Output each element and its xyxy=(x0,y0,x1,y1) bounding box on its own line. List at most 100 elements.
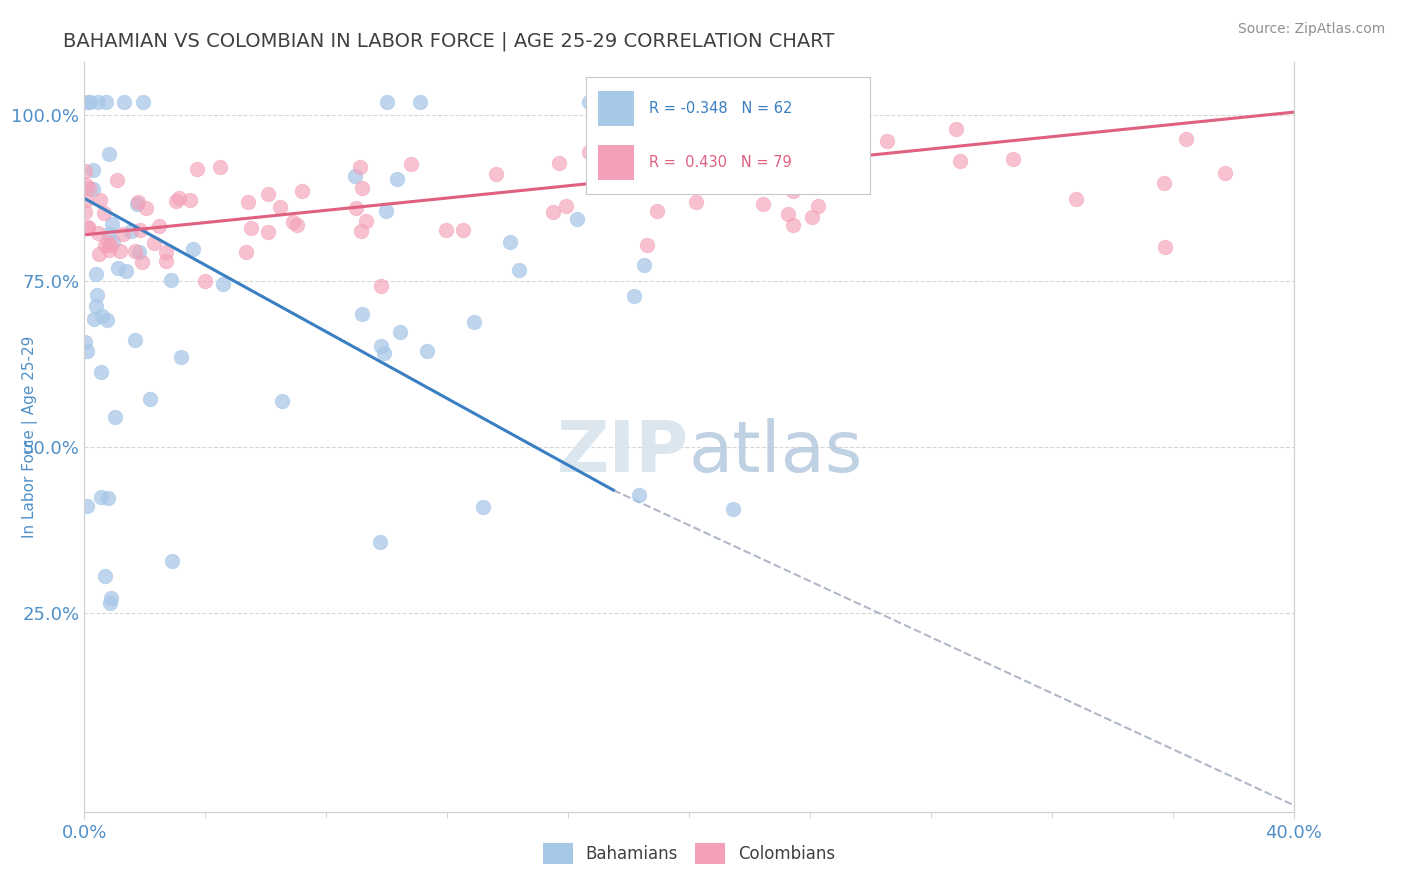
Point xyxy=(375,95,398,110)
Point xyxy=(782,184,804,198)
Point xyxy=(179,193,201,207)
Point xyxy=(543,205,565,219)
Point xyxy=(434,222,457,236)
Point xyxy=(76,95,98,110)
Point xyxy=(451,222,474,236)
Point xyxy=(752,197,775,211)
Point xyxy=(401,156,423,170)
Point xyxy=(565,212,588,227)
Point xyxy=(155,245,177,260)
Point xyxy=(257,225,280,239)
Point xyxy=(723,502,745,516)
Point xyxy=(578,95,600,110)
Point xyxy=(87,227,110,241)
Point xyxy=(778,207,800,221)
Point xyxy=(124,333,146,347)
Point xyxy=(388,325,411,339)
Point xyxy=(97,227,120,241)
Point xyxy=(949,153,972,168)
Point xyxy=(945,122,967,136)
Point xyxy=(94,238,117,252)
Point xyxy=(96,313,118,327)
Point xyxy=(186,161,208,176)
Point xyxy=(368,534,391,549)
Point xyxy=(647,204,669,219)
Point xyxy=(370,279,392,293)
Point xyxy=(114,95,136,110)
Point xyxy=(104,410,127,425)
Point xyxy=(128,244,150,259)
Point xyxy=(124,244,146,259)
Point xyxy=(806,198,828,212)
Point xyxy=(79,95,101,110)
Point xyxy=(472,500,495,515)
Point xyxy=(170,350,193,364)
Point xyxy=(160,273,183,287)
Point xyxy=(76,499,98,513)
Point xyxy=(508,262,530,277)
Point xyxy=(77,221,100,235)
Point xyxy=(349,160,371,174)
Point xyxy=(876,134,898,148)
Point xyxy=(97,243,120,257)
Point xyxy=(127,194,149,209)
Point xyxy=(578,145,600,160)
Point xyxy=(1153,176,1175,190)
Point xyxy=(120,224,142,238)
Point xyxy=(94,569,117,583)
Point xyxy=(211,277,233,291)
Point xyxy=(90,490,112,504)
Point xyxy=(143,236,166,251)
Point xyxy=(373,346,395,360)
Point xyxy=(76,220,98,235)
Point xyxy=(82,162,104,177)
Point xyxy=(291,184,314,198)
Point xyxy=(82,182,104,196)
Point xyxy=(555,199,578,213)
Text: ZIP: ZIP xyxy=(557,417,689,486)
Point xyxy=(129,223,152,237)
Point xyxy=(352,181,374,195)
Point xyxy=(107,260,129,275)
Point xyxy=(1154,239,1177,253)
Point xyxy=(800,164,823,178)
Point xyxy=(1174,132,1197,146)
Point xyxy=(96,95,118,110)
Point xyxy=(98,147,121,161)
Point xyxy=(84,267,107,281)
Point xyxy=(114,264,136,278)
Point xyxy=(344,201,367,215)
Point xyxy=(354,214,377,228)
Point xyxy=(167,191,190,205)
Point xyxy=(630,95,652,110)
Point xyxy=(281,214,304,228)
Point xyxy=(385,172,408,186)
Point xyxy=(148,219,170,234)
Point xyxy=(485,168,508,182)
Point xyxy=(135,201,157,215)
Point xyxy=(463,314,485,328)
Point xyxy=(285,219,308,233)
Point xyxy=(209,160,232,174)
Point xyxy=(127,196,149,211)
Point xyxy=(89,194,111,208)
Point xyxy=(343,169,366,183)
Point xyxy=(97,235,120,249)
Point xyxy=(801,210,824,224)
Point xyxy=(181,242,204,256)
Point xyxy=(105,172,128,186)
Point xyxy=(727,171,749,186)
Text: atlas: atlas xyxy=(689,417,863,486)
Point xyxy=(735,144,758,158)
Point xyxy=(257,187,280,202)
Point xyxy=(350,224,373,238)
Point xyxy=(108,244,131,258)
Text: Source: ZipAtlas.com: Source: ZipAtlas.com xyxy=(1237,22,1385,37)
Point xyxy=(165,194,187,209)
Point xyxy=(83,312,105,326)
Point xyxy=(685,195,707,210)
Point xyxy=(499,235,522,249)
Point xyxy=(1001,152,1024,166)
Point xyxy=(1213,166,1236,180)
Point xyxy=(415,344,437,359)
